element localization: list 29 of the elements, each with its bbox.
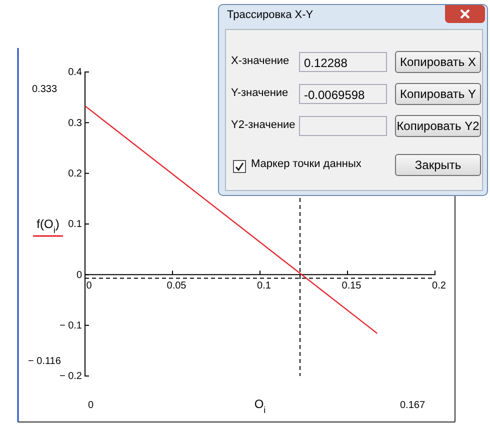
text: − 0.116 (28, 356, 62, 367)
y-tick-label: 0.2 (68, 168, 82, 180)
button: Закрыть (395, 154, 481, 176)
annotation: Маркер точки данных (251, 158, 362, 170)
text: 0.12288 (304, 56, 348, 70)
text: Трассировка X-Y (227, 9, 314, 21)
x-tick-label: 0.2 (432, 280, 446, 292)
x-tick-label: 0.15 (342, 280, 362, 292)
y-tick-label: 0 (76, 270, 82, 281)
x-tick-label: 0.1 (257, 280, 272, 292)
annotation: Y-значение (231, 87, 288, 99)
y-tick-label: 0.1 (68, 219, 82, 230)
annotation: Y2-значение (231, 119, 296, 131)
button: Копировать Y2 (395, 115, 481, 137)
annotation: -0.0069598 (299, 84, 387, 104)
text: 0.167 (400, 400, 426, 411)
button: Копировать Y (395, 83, 481, 105)
button: Копировать X (395, 51, 481, 73)
text: 0.333 (32, 84, 58, 95)
y-axis-title: f(O$_{i}$) (36, 217, 60, 235)
y-tick-label: − 0.1 (59, 320, 82, 332)
y-tick-label: − 0.2 (59, 371, 82, 382)
x-axis-title: O$_{i}$ (254, 397, 266, 415)
y-tick-label: 0.4 (68, 67, 82, 78)
y-tick-label: 0.3 (68, 118, 82, 129)
text: 0 (88, 400, 94, 411)
text: X-значение (231, 55, 290, 67)
x-tick-label: 0.05 (166, 280, 187, 292)
x-tick-label: 0 (86, 280, 92, 292)
